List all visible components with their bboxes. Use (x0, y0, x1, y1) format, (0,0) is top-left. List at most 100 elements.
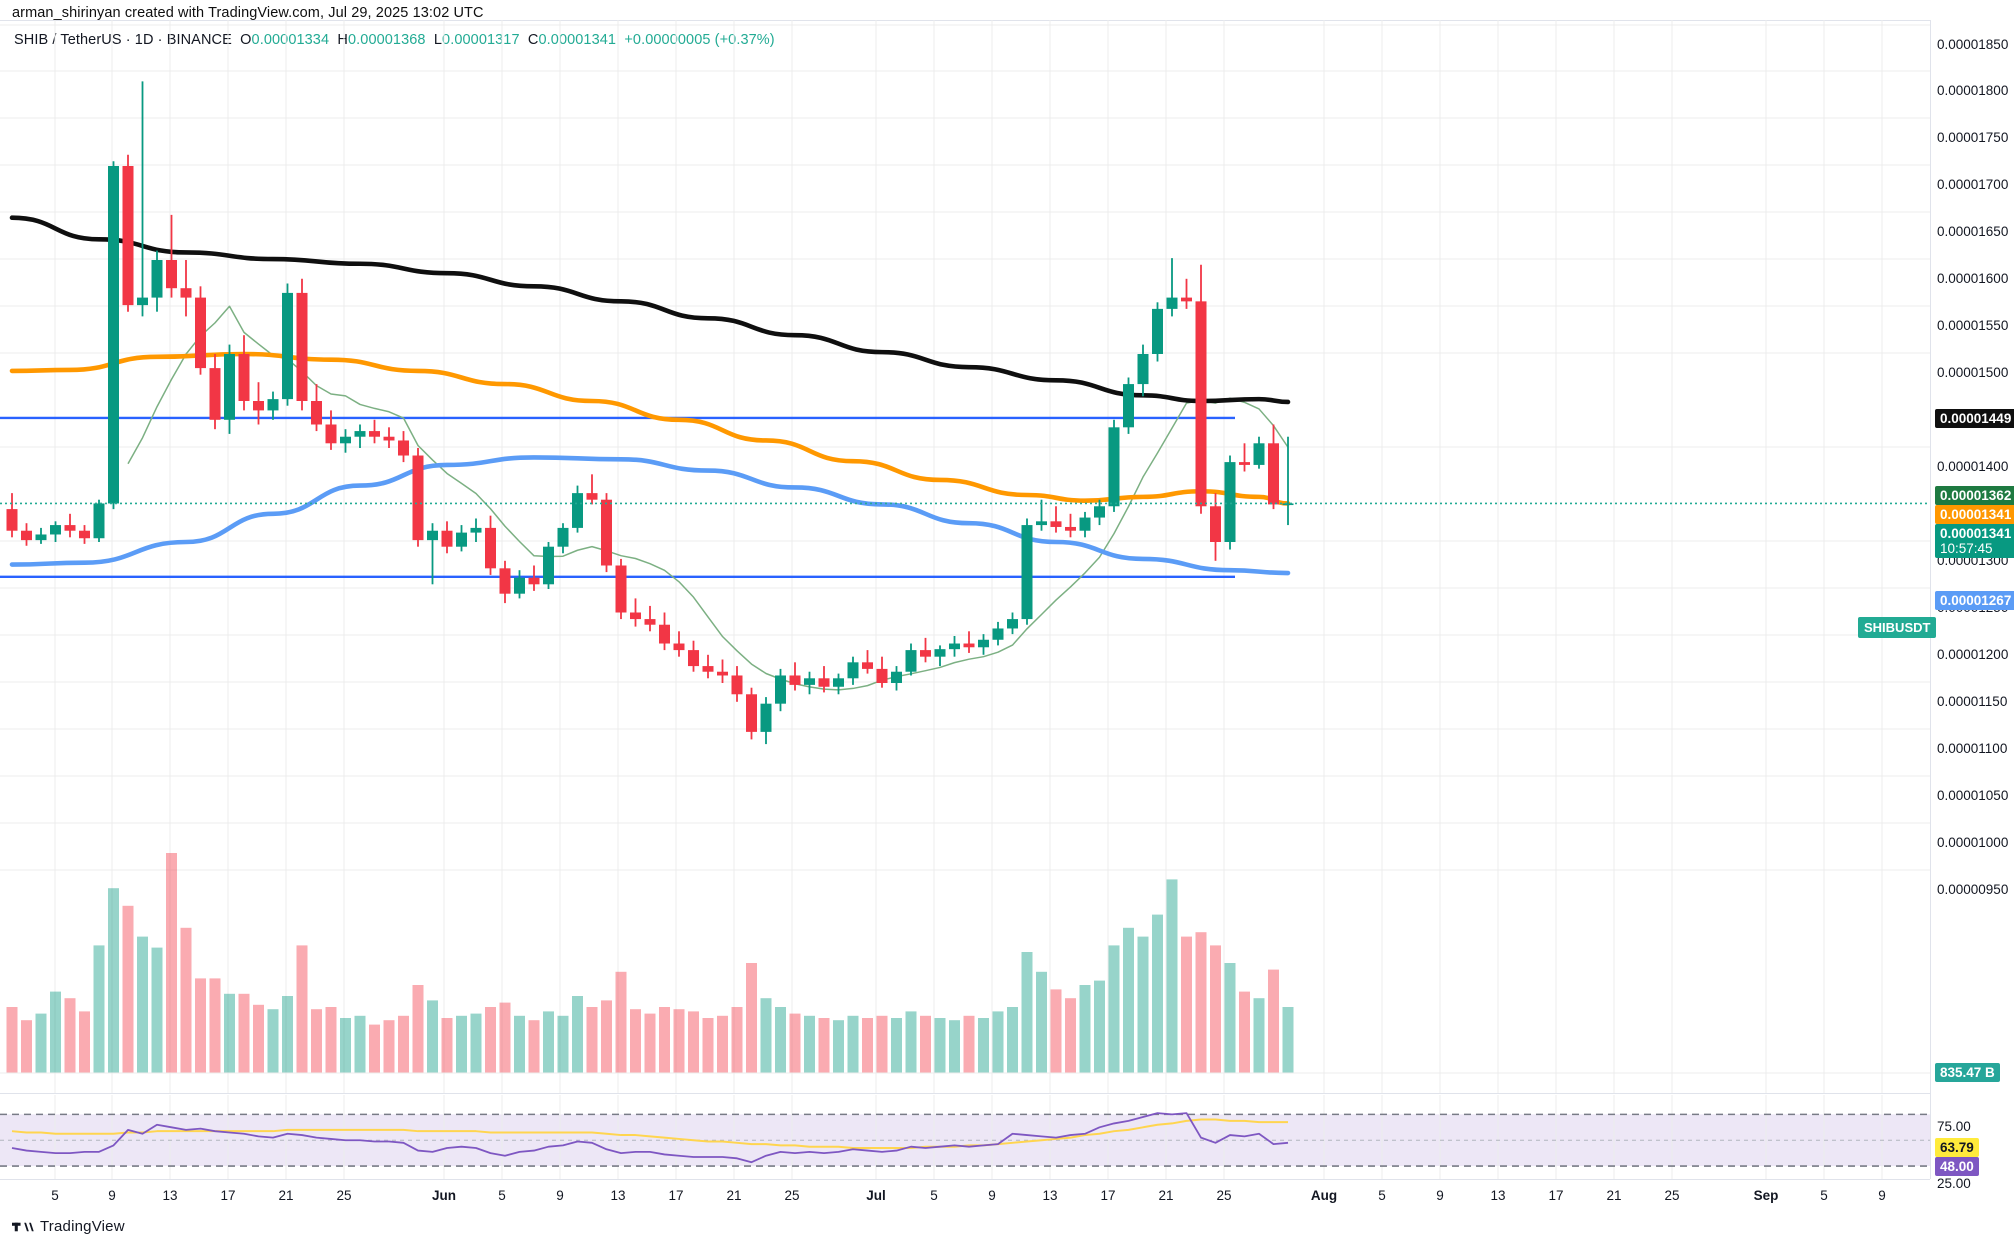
price-pane[interactable] (0, 20, 1930, 1093)
candle-body (1094, 506, 1105, 518)
ma-blue-line (9, 455, 1291, 576)
volume-bar (978, 1018, 989, 1073)
time-axis[interactable]: 5 9 13 17 21 25 Jun 5 9 13 17 21 25 Jul 5 9 13 17 21 25 Aug 5… (0, 1179, 1930, 1214)
candle-body (485, 527, 496, 569)
price-axis-tick: 0.00001050 (1937, 788, 2009, 803)
volume-bar (760, 998, 772, 1073)
candle-body (209, 368, 221, 420)
candle-body (1239, 462, 1250, 465)
price-axis[interactable]: 0.00001850 0.00001800 0.00001750 0.00001700… (1930, 20, 2014, 1191)
candle-body (1108, 427, 1120, 507)
price-axis-tick: 0.00000950 (1937, 882, 2009, 897)
candle-body (1036, 521, 1047, 526)
volume-bar (659, 1007, 670, 1073)
candle-body (253, 401, 264, 411)
candle-body (340, 436, 351, 444)
volume-bar (789, 1013, 801, 1073)
rsi-axis-label: 48.00 (1935, 1157, 1979, 1176)
price-axis-tick: 0.00001750 (1937, 130, 2009, 145)
volume-bar (1166, 879, 1178, 1073)
volume-bar (644, 1013, 656, 1073)
candle-body (1210, 506, 1221, 542)
volume-bar (1268, 969, 1279, 1073)
volume-bar (1253, 998, 1265, 1073)
volume-bar (412, 985, 424, 1073)
volume-bar (891, 1018, 902, 1073)
volume-bar (1094, 980, 1105, 1073)
time-axis-tick: 5 (1378, 1188, 1386, 1203)
volume-bar (93, 945, 105, 1073)
candle-body (166, 260, 177, 289)
legend-symbol[interactable]: SHIB / TetherUS · 1D · BINANCE (14, 32, 232, 48)
volume-bar (717, 1015, 728, 1073)
rsi-pane[interactable] (0, 1095, 1930, 1179)
volume-bars (6, 853, 1294, 1073)
rsi-axis-label: 63.79 (1935, 1138, 1979, 1157)
candle-body (412, 455, 424, 541)
time-axis-tick: 21 (1158, 1188, 1174, 1203)
candle-body (369, 431, 380, 437)
volume-bar (267, 1009, 279, 1073)
candle-body (180, 288, 192, 298)
candle-body (746, 694, 757, 732)
ma-black-badge: 0.00001449 (1935, 409, 2014, 428)
price-axis-tick: 0.00001700 (1937, 177, 2009, 192)
candle-body (847, 662, 859, 679)
rsi-axis-label: 75.00 (1937, 1119, 1971, 1134)
tradingview-logo[interactable]: TradingView (12, 1218, 125, 1235)
volume-bar (238, 993, 250, 1073)
candle-body (79, 530, 90, 539)
last-price-value: 0.00001341 (1940, 526, 2012, 541)
volume-bar (50, 991, 61, 1073)
candle-body (267, 399, 279, 411)
legend-close-key: C (527, 32, 539, 48)
series-symbol-tag: SHIBUSDT (1858, 617, 1937, 638)
volume-bar (746, 963, 757, 1073)
volume-bar (398, 1015, 409, 1073)
candle-body (1079, 517, 1091, 531)
candle-body (122, 166, 134, 306)
chart-legend: SHIB / TetherUS · 1D · BINANCE O0.000013… (14, 32, 775, 48)
volume-bar (35, 1013, 47, 1073)
volume-bar (1065, 998, 1076, 1073)
volume-badge: 835.47 B (1935, 1063, 2000, 1082)
volume-bar (1036, 971, 1047, 1073)
volume-bar (949, 1020, 960, 1073)
candle-body (673, 643, 685, 651)
candle-body (775, 675, 786, 704)
candle-body (137, 297, 148, 306)
price-axis-tick: 0.00001550 (1937, 318, 2009, 333)
volume-bar (528, 1020, 540, 1073)
candle-body (543, 546, 554, 585)
volume-bar (369, 1024, 380, 1073)
volume-bar (253, 1004, 264, 1073)
candle-body (644, 619, 656, 625)
candle-body (659, 624, 670, 644)
price-axis-tick: 0.00001800 (1937, 83, 2009, 98)
time-axis-tick: 5 (498, 1188, 506, 1203)
time-axis-tick: Sep (1753, 1188, 1779, 1203)
candle-body (789, 675, 801, 685)
time-axis-tick: 9 (1878, 1188, 1886, 1203)
candle-body (21, 530, 32, 541)
candle-body (354, 431, 366, 437)
last-price-badge: 0.00001341 10:57:45 (1935, 524, 2014, 558)
volume-bar (630, 1009, 641, 1073)
volume-bar (833, 1020, 844, 1073)
volume-bar (673, 1009, 685, 1073)
legend-open-key: O (240, 32, 252, 48)
candle-body (557, 527, 569, 547)
ma-blue-badge: 0.00001267 (1935, 591, 2014, 610)
time-axis-tick: Aug (1310, 1188, 1338, 1203)
candle-body (195, 297, 206, 369)
candle-body (978, 639, 989, 648)
price-chart-svg (0, 20, 1930, 1093)
volume-bar (775, 1007, 786, 1073)
volume-bar (224, 993, 235, 1073)
candle-body (572, 493, 583, 528)
volume-bar (122, 905, 134, 1073)
volume-bar (21, 1020, 32, 1073)
time-axis-tick: 25 (336, 1188, 352, 1203)
candle-body (1152, 308, 1163, 354)
